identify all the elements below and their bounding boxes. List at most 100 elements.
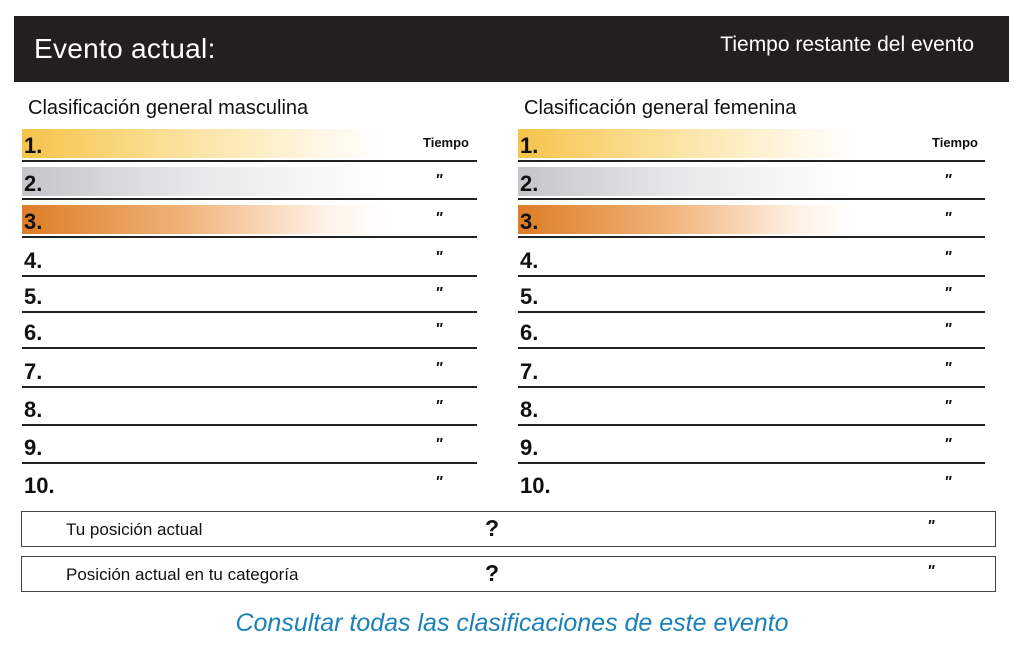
men-row-divider <box>22 160 477 162</box>
women-time-value: " <box>944 172 952 189</box>
women-rank-number: 5. <box>520 284 539 309</box>
women-silver-highlight <box>518 167 853 196</box>
category-position-box: Posición actual en tu categoría ? " <box>21 556 996 592</box>
women-rank-number: 9. <box>520 435 539 460</box>
men-rank-number: 9. <box>24 435 43 460</box>
men-time-value: " <box>435 321 443 338</box>
men-rank-row: 2. " <box>22 166 477 200</box>
category-position-value: ? <box>485 560 500 586</box>
women-time-value: " <box>944 436 952 453</box>
men-bronze-highlight <box>22 205 382 234</box>
men-rank-number: 7. <box>24 359 43 384</box>
women-rank-number: 8. <box>520 397 539 422</box>
women-row-divider <box>518 160 985 162</box>
women-row-divider <box>518 347 985 349</box>
women-rank-row: 1. Tiempo <box>518 128 985 162</box>
women-rank-row: 9. " <box>518 430 985 464</box>
men-rank-row: 1. Tiempo <box>22 128 477 162</box>
men-time-value: " <box>435 436 443 453</box>
view-all-rankings-link[interactable]: Consultar todas las clasificaciones de e… <box>235 609 789 637</box>
women-rank-row: 5. " <box>518 279 985 313</box>
women-row-divider <box>518 198 985 200</box>
men-rank-row: 3. " <box>22 204 477 238</box>
women-rank-row: 3. " <box>518 204 985 238</box>
men-ranking-panel: Clasificación general masculina 1. Tiempo… <box>22 94 477 498</box>
women-row-divider <box>518 462 985 464</box>
men-rank-number: 6. <box>24 320 43 345</box>
event-label: Evento actual: <box>34 33 216 64</box>
men-time-value: " <box>435 172 443 189</box>
women-bronze-highlight <box>518 205 853 234</box>
women-rank-number: 4. <box>520 248 539 273</box>
men-row-divider <box>22 462 477 464</box>
women-time-value: " <box>944 210 952 227</box>
women-rank-number: 3. <box>520 209 539 234</box>
men-row-divider <box>22 424 477 426</box>
men-time-value: " <box>435 210 443 227</box>
men-rank-row: 9. " <box>22 430 477 464</box>
men-rank-row: 5. " <box>22 279 477 313</box>
men-row-divider <box>22 275 477 277</box>
men-time-header: Tiempo <box>423 135 469 150</box>
women-time-value: " <box>944 321 952 338</box>
men-rank-number: 10. <box>24 473 55 498</box>
men-time-value: " <box>435 398 443 415</box>
women-rank-number: 1. <box>520 133 539 158</box>
women-ranking-panel: Clasificación general femenina 1. Tiempo 2… <box>518 94 985 498</box>
men-rank-row: 7. " <box>22 354 477 388</box>
header-bar: Evento actual: Tiempo restante del event… <box>14 16 1009 82</box>
current-position-time: " <box>927 518 935 535</box>
women-time-header: Tiempo <box>932 135 978 150</box>
men-rank-number: 3. <box>24 209 43 234</box>
women-rank-number: 2. <box>520 171 539 196</box>
women-time-value: " <box>944 285 952 302</box>
women-row-divider <box>518 236 985 238</box>
women-time-value: " <box>944 360 952 377</box>
current-position-box: Tu posición actual ? " <box>21 511 996 547</box>
women-rank-row: 7. " <box>518 354 985 388</box>
men-rank-number: 2. <box>24 171 43 196</box>
men-rank-number: 5. <box>24 284 43 309</box>
men-row-divider <box>22 386 477 388</box>
women-gold-highlight <box>518 129 853 158</box>
women-rank-row: 2. " <box>518 166 985 200</box>
women-rank-number: 7. <box>520 359 539 384</box>
men-time-value: " <box>435 249 443 266</box>
men-rank-number: 1. <box>24 133 43 158</box>
women-rank-row: 10. " <box>518 468 985 502</box>
men-silver-highlight <box>22 167 382 196</box>
women-row-divider <box>518 386 985 388</box>
men-rank-number: 8. <box>24 397 43 422</box>
men-gold-highlight <box>22 129 382 158</box>
men-rank-row: 8. " <box>22 392 477 426</box>
women-rank-row: 8. " <box>518 392 985 426</box>
men-time-value: " <box>435 285 443 302</box>
women-rank-number: 6. <box>520 320 539 345</box>
women-time-value: " <box>944 398 952 415</box>
women-row-divider <box>518 311 985 313</box>
women-time-value: " <box>944 249 952 266</box>
men-rank-row: 10. " <box>22 468 477 502</box>
men-row-divider <box>22 236 477 238</box>
women-row-divider <box>518 424 985 426</box>
category-position-label: Posición actual en tu categoría <box>66 565 299 584</box>
women-time-value: " <box>944 474 952 491</box>
current-position-value: ? <box>485 515 500 541</box>
men-time-value: " <box>435 360 443 377</box>
time-remaining-label: Tiempo restante del evento <box>720 33 974 56</box>
men-row-divider <box>22 198 477 200</box>
men-row-divider <box>22 311 477 313</box>
men-time-value: " <box>435 474 443 491</box>
men-rank-number: 4. <box>24 248 43 273</box>
women-ranking-title: Clasificación general femenina <box>524 97 797 119</box>
men-row-divider <box>22 347 477 349</box>
men-rank-row: 4. " <box>22 243 477 277</box>
category-position-time: " <box>927 563 935 580</box>
men-rank-row: 6. " <box>22 315 477 349</box>
women-row-divider <box>518 275 985 277</box>
current-position-label: Tu posición actual <box>66 520 203 539</box>
women-rank-row: 4. " <box>518 243 985 277</box>
women-rank-row: 6. " <box>518 315 985 349</box>
men-ranking-title: Clasificación general masculina <box>28 97 309 119</box>
women-rank-number: 10. <box>520 473 551 498</box>
